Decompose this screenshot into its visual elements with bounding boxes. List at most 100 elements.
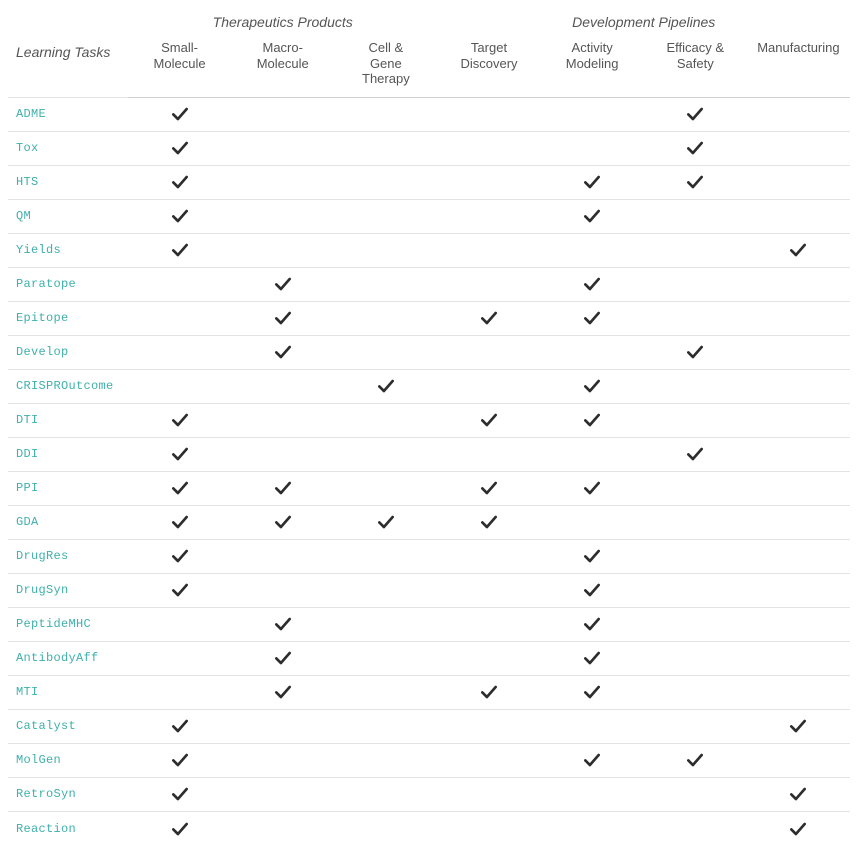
check-icon [170, 206, 190, 226]
task-link[interactable]: Paratope [16, 277, 76, 291]
row-label[interactable]: CRISPROutcome [8, 369, 128, 403]
task-link[interactable]: GDA [16, 515, 39, 529]
cell [747, 471, 850, 505]
task-link[interactable]: ADME [16, 107, 46, 121]
row-label[interactable]: Tox [8, 131, 128, 165]
row-label[interactable]: HTS [8, 165, 128, 199]
check-icon [788, 240, 808, 260]
cell [644, 811, 747, 845]
task-link[interactable]: DrugSyn [16, 583, 69, 597]
check-icon [170, 819, 190, 839]
row-label[interactable]: PeptideMHC [8, 607, 128, 641]
table-row: RetroSyn [8, 777, 850, 811]
cell [644, 97, 747, 131]
row-label[interactable]: Paratope [8, 267, 128, 301]
column-header: Small-Molecule [128, 34, 231, 97]
row-label[interactable]: Reaction [8, 811, 128, 845]
cell [231, 335, 334, 369]
cell [437, 573, 540, 607]
row-label[interactable]: Epitope [8, 301, 128, 335]
row-label[interactable]: MTI [8, 675, 128, 709]
row-label[interactable]: DrugRes [8, 539, 128, 573]
task-link[interactable]: MolGen [16, 753, 61, 767]
cell [541, 777, 644, 811]
cell [541, 471, 644, 505]
cell [541, 267, 644, 301]
row-label[interactable]: GDA [8, 505, 128, 539]
cell [128, 573, 231, 607]
cell [644, 369, 747, 403]
cell [334, 675, 437, 709]
row-label[interactable]: AntibodyAff [8, 641, 128, 675]
task-link[interactable]: Tox [16, 141, 39, 155]
task-link[interactable]: HTS [16, 175, 39, 189]
cell [437, 505, 540, 539]
task-link[interactable]: MTI [16, 685, 39, 699]
cell [231, 403, 334, 437]
cell [231, 607, 334, 641]
table-row: PPI [8, 471, 850, 505]
table-row: Develop [8, 335, 850, 369]
cell [644, 743, 747, 777]
task-link[interactable]: RetroSyn [16, 787, 76, 801]
cell [128, 437, 231, 471]
cell [541, 675, 644, 709]
cell [437, 233, 540, 267]
cell [747, 675, 850, 709]
row-label[interactable]: Catalyst [8, 709, 128, 743]
task-link[interactable]: Develop [16, 345, 69, 359]
row-label[interactable]: DTI [8, 403, 128, 437]
check-icon [170, 750, 190, 770]
check-icon [273, 512, 293, 532]
table-row: DDI [8, 437, 850, 471]
task-link[interactable]: Yields [16, 243, 61, 257]
cell [747, 811, 850, 845]
cell [747, 97, 850, 131]
check-icon [273, 342, 293, 362]
task-link[interactable]: DrugRes [16, 549, 69, 563]
row-label[interactable]: DrugSyn [8, 573, 128, 607]
task-link[interactable]: Reaction [16, 822, 76, 836]
row-label[interactable]: PPI [8, 471, 128, 505]
row-label[interactable]: QM [8, 199, 128, 233]
check-icon [170, 512, 190, 532]
cell [437, 539, 540, 573]
row-label[interactable]: MolGen [8, 743, 128, 777]
task-link[interactable]: DTI [16, 413, 39, 427]
task-link[interactable]: DDI [16, 447, 39, 461]
cell [334, 301, 437, 335]
task-link[interactable]: Catalyst [16, 719, 76, 733]
cell [541, 811, 644, 845]
cell [541, 199, 644, 233]
task-link[interactable]: CRISPROutcome [16, 379, 114, 393]
row-label[interactable]: Develop [8, 335, 128, 369]
task-link[interactable]: QM [16, 209, 31, 223]
column-header: Manufacturing [747, 34, 850, 97]
task-link[interactable]: AntibodyAff [16, 651, 99, 665]
cell [541, 335, 644, 369]
cell [747, 165, 850, 199]
task-link[interactable]: PeptideMHC [16, 617, 91, 631]
cell [644, 675, 747, 709]
table-row: Epitope [8, 301, 850, 335]
task-link[interactable]: Epitope [16, 311, 69, 325]
task-link[interactable]: PPI [16, 481, 39, 495]
check-icon [170, 138, 190, 158]
cell [334, 641, 437, 675]
table-head: Learning Tasks Therapeutics ProductsDeve… [8, 8, 850, 97]
row-label[interactable]: ADME [8, 97, 128, 131]
check-icon [170, 716, 190, 736]
row-label[interactable]: RetroSyn [8, 777, 128, 811]
table-row: AntibodyAff [8, 641, 850, 675]
row-label[interactable]: Yields [8, 233, 128, 267]
row-label[interactable]: DDI [8, 437, 128, 471]
cell [128, 641, 231, 675]
cell [437, 267, 540, 301]
cell [747, 199, 850, 233]
cell [747, 369, 850, 403]
cell [747, 437, 850, 471]
check-icon [170, 784, 190, 804]
table-row: ADME [8, 97, 850, 131]
cell [541, 437, 644, 471]
table-row: MolGen [8, 743, 850, 777]
